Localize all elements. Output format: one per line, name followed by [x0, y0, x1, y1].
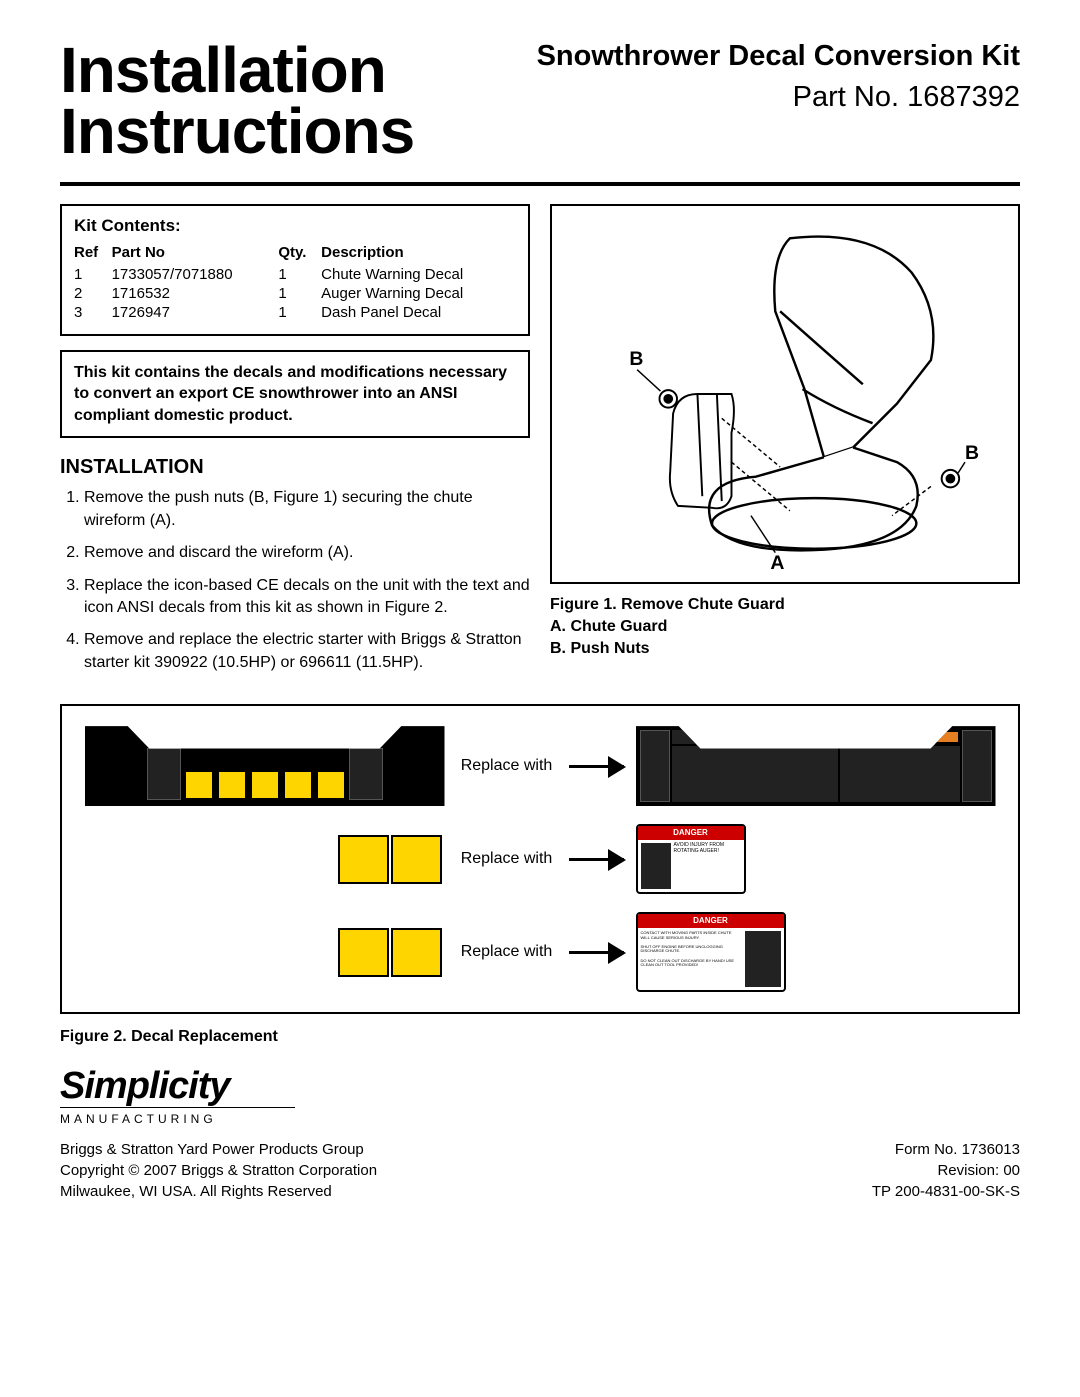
kit-contents-box: Kit Contents: Ref Part No Qty. Descripti… — [60, 204, 530, 336]
kit-title: Kit Contents: — [74, 216, 516, 236]
brand-logo: Simplicity — [60, 1067, 377, 1105]
fig1-line2: A. Chute Guard — [550, 616, 1020, 638]
step-4: Remove and replace the electric starter … — [84, 629, 530, 674]
footer-right: Form No. 1736013 Revision: 00 TP 200-483… — [872, 1139, 1020, 1202]
tp-number: TP 200-4831-00-SK-S — [872, 1181, 1020, 1202]
revision-number: Revision: 00 — [872, 1160, 1020, 1181]
arrow-icon — [569, 951, 624, 954]
form-number: Form No. 1736013 — [872, 1139, 1020, 1160]
main-title: Installation Instructions — [60, 40, 414, 162]
footer-location: Milwaukee, WI USA. All Rights Reserved — [60, 1181, 377, 1202]
col-ref: Ref — [74, 242, 112, 265]
left-column: Kit Contents: Ref Part No Qty. Descripti… — [60, 204, 530, 685]
col-partno: Part No — [112, 242, 279, 265]
part-number: Part No. 1687392 — [537, 81, 1020, 114]
installation-steps: Remove the push nuts (B, Figure 1) secur… — [60, 487, 530, 674]
footer-copyright: Copyright © 2007 Briggs & Stratton Corpo… — [60, 1160, 377, 1181]
arrow-icon — [569, 858, 624, 861]
table-header-row: Ref Part No Qty. Description — [74, 242, 516, 265]
new-dash-decal: WARNING — [636, 726, 996, 806]
table-row: 3 1726947 1 Dash Panel Decal — [74, 303, 516, 322]
col-desc: Description — [321, 242, 516, 265]
old-auger-decal — [335, 832, 445, 887]
right-column: B B A Figure 1. Remove Chute Guard A. Ch… — [550, 204, 1020, 685]
table-row: 2 1716532 1 Auger Warning Decal — [74, 284, 516, 303]
new-chute-decal: DANGER CONTACT WITH MOVING PARTS INSIDE … — [636, 912, 786, 992]
replace-row-2: Replace with DANGER AVOID INJURY FROM RO… — [82, 824, 998, 894]
kit-table: Ref Part No Qty. Description 1 1733057/7… — [74, 242, 516, 322]
title-line-2: Instructions — [60, 101, 414, 162]
footer-company: Briggs & Stratton Yard Power Products Gr… — [60, 1139, 377, 1160]
step-3: Replace the icon-based CE decals on the … — [84, 575, 530, 620]
brand-subtitle: MANUFACTURING — [60, 1107, 295, 1128]
step-1: Remove the push nuts (B, Figure 1) secur… — [84, 487, 530, 532]
figure-1-box: B B A — [550, 204, 1020, 584]
figure-2-box: Replace with WARNING — [60, 704, 1020, 1014]
installation-heading: INSTALLATION — [60, 456, 530, 479]
replace-label-3: Replace with — [457, 943, 557, 961]
header-right: Snowthrower Decal Conversion Kit Part No… — [537, 40, 1020, 114]
replace-row-3: Replace with DANGER CONTACT WITH MOVING … — [82, 912, 998, 992]
figure-2-caption: Figure 2. Decal Replacement — [60, 1026, 1020, 1048]
label-b2: B — [965, 442, 979, 464]
document-footer: Simplicity MANUFACTURING Briggs & Stratt… — [60, 1067, 1020, 1203]
fig1-line3: B. Push Nuts — [550, 638, 1020, 660]
step-2: Remove and discard the wireform (A). — [84, 542, 530, 564]
col-qty: Qty. — [278, 242, 321, 265]
replace-row-1: Replace with WARNING — [82, 726, 998, 806]
title-line-1: Installation — [60, 40, 414, 101]
main-content-row: Kit Contents: Ref Part No Qty. Descripti… — [60, 204, 1020, 685]
table-row: 1 1733057/7071880 1 Chute Warning Decal — [74, 265, 516, 284]
product-title: Snowthrower Decal Conversion Kit — [537, 40, 1020, 73]
document-header: Installation Instructions Snowthrower De… — [60, 40, 1020, 186]
chute-diagram-icon: B B A — [560, 214, 1010, 574]
new-auger-decal: DANGER AVOID INJURY FROM ROTATING AUGER! — [636, 824, 746, 894]
figure-1-caption: Figure 1. Remove Chute Guard A. Chute Gu… — [550, 594, 1020, 661]
replace-label-1: Replace with — [457, 757, 557, 775]
fig1-line1: Figure 1. Remove Chute Guard — [550, 594, 1020, 616]
description-box: This kit contains the decals and modific… — [60, 350, 530, 439]
replace-label-2: Replace with — [457, 850, 557, 868]
arrow-icon — [569, 765, 624, 768]
old-chute-decal — [335, 925, 445, 980]
footer-left: Simplicity MANUFACTURING Briggs & Stratt… — [60, 1067, 377, 1203]
label-a: A — [770, 552, 784, 574]
old-dash-decal — [85, 726, 445, 806]
label-b1: B — [629, 347, 643, 369]
